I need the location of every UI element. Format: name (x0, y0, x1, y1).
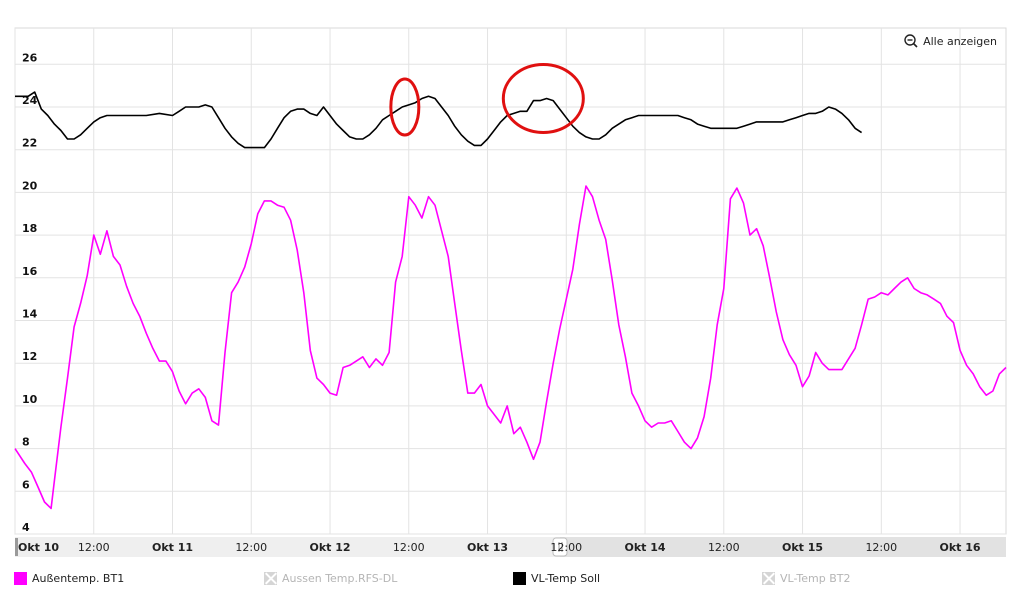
x-tick-label: 12:00 (865, 541, 897, 554)
x-tick-label: Okt 15 (782, 541, 823, 554)
legend-swatch (513, 572, 526, 585)
legend-item-aussen-temp-rfs-dl[interactable]: Aussen Temp.RFS-DL (264, 572, 397, 585)
legend-label: VL-Temp BT2 (780, 572, 851, 585)
x-tick-label: 12:00 (393, 541, 425, 554)
legend-item-vl-temp-soll[interactable]: VL-Temp Soll (513, 572, 600, 585)
legend-item-vl-temp-bt2[interactable]: VL-Temp BT2 (762, 572, 851, 585)
grid (14, 27, 1007, 535)
navigator-handle (552, 537, 568, 557)
y-tick-label: 18 (22, 222, 37, 235)
series-line-1 (15, 91, 863, 149)
navigator-left-edge (15, 538, 18, 556)
reset-zoom-button[interactable]: Alle anzeigen (904, 34, 997, 48)
y-tick-label: 12 (22, 350, 37, 363)
series-layer (14, 91, 1007, 510)
annotation-ellipse (389, 77, 421, 137)
reset-zoom-label: Alle anzeigen (923, 34, 997, 48)
x-tick-label: Okt 16 (940, 541, 981, 554)
zoom-out-icon (904, 34, 918, 48)
x-tick-label: Okt 10 (18, 541, 59, 554)
y-tick-label: 26 (22, 51, 38, 64)
x-tick-label: Okt 14 (625, 541, 666, 554)
annotation-layer (389, 62, 585, 137)
x-tick-label: Okt 13 (467, 541, 508, 554)
y-tick-label: 4 (22, 521, 30, 534)
x-axis: Okt 10 12:00 Okt 11 12:00 Okt 12 12:00 Okt 13 1… (15, 537, 1006, 557)
legend: Außentemp. BT1 Aussen Temp.RFS-DL VL-Tem… (0, 568, 1023, 592)
chart-svg: 4 6 8 10 12 14 16 18 20 22 24 26 Okt 10 12:00 Okt 11 1… (14, 27, 1007, 557)
y-tick-label: 8 (22, 436, 30, 449)
x-tick-label: Okt 11 (152, 541, 193, 554)
disabled-x-icon (762, 572, 775, 585)
y-tick-label: 14 (22, 307, 38, 320)
y-tick-label: 20 (22, 179, 38, 192)
disabled-x-icon (264, 572, 277, 585)
y-tick-label: 24 (22, 94, 38, 107)
legend-swatch (14, 572, 27, 585)
annotation-ellipse (501, 62, 585, 134)
x-tick-label: Okt 12 (309, 541, 350, 554)
x-tick-label: 12:00 (708, 541, 740, 554)
y-tick-label: 6 (22, 478, 30, 491)
series-line-0 (14, 185, 1007, 510)
y-tick-label: 22 (22, 137, 37, 150)
legend-label: VL-Temp Soll (531, 572, 601, 585)
y-axis-ticks: 4 6 8 10 12 14 16 18 20 22 24 26 (22, 51, 38, 534)
plot-frame (14, 27, 1007, 535)
legend-label: Außentemp. BT1 (32, 572, 125, 585)
x-tick-label: 12:00 (235, 541, 267, 554)
x-axis-shaded-range (560, 537, 1006, 557)
y-tick-label: 16 (22, 265, 38, 278)
legend-item-aussentemp-bt1[interactable]: Außentemp. BT1 (14, 572, 124, 585)
legend-label: Aussen Temp.RFS-DL (282, 572, 398, 585)
x-tick-label: 12:00 (550, 541, 582, 554)
x-tick-label: 12:00 (78, 541, 110, 554)
y-tick-label: 10 (22, 393, 38, 406)
